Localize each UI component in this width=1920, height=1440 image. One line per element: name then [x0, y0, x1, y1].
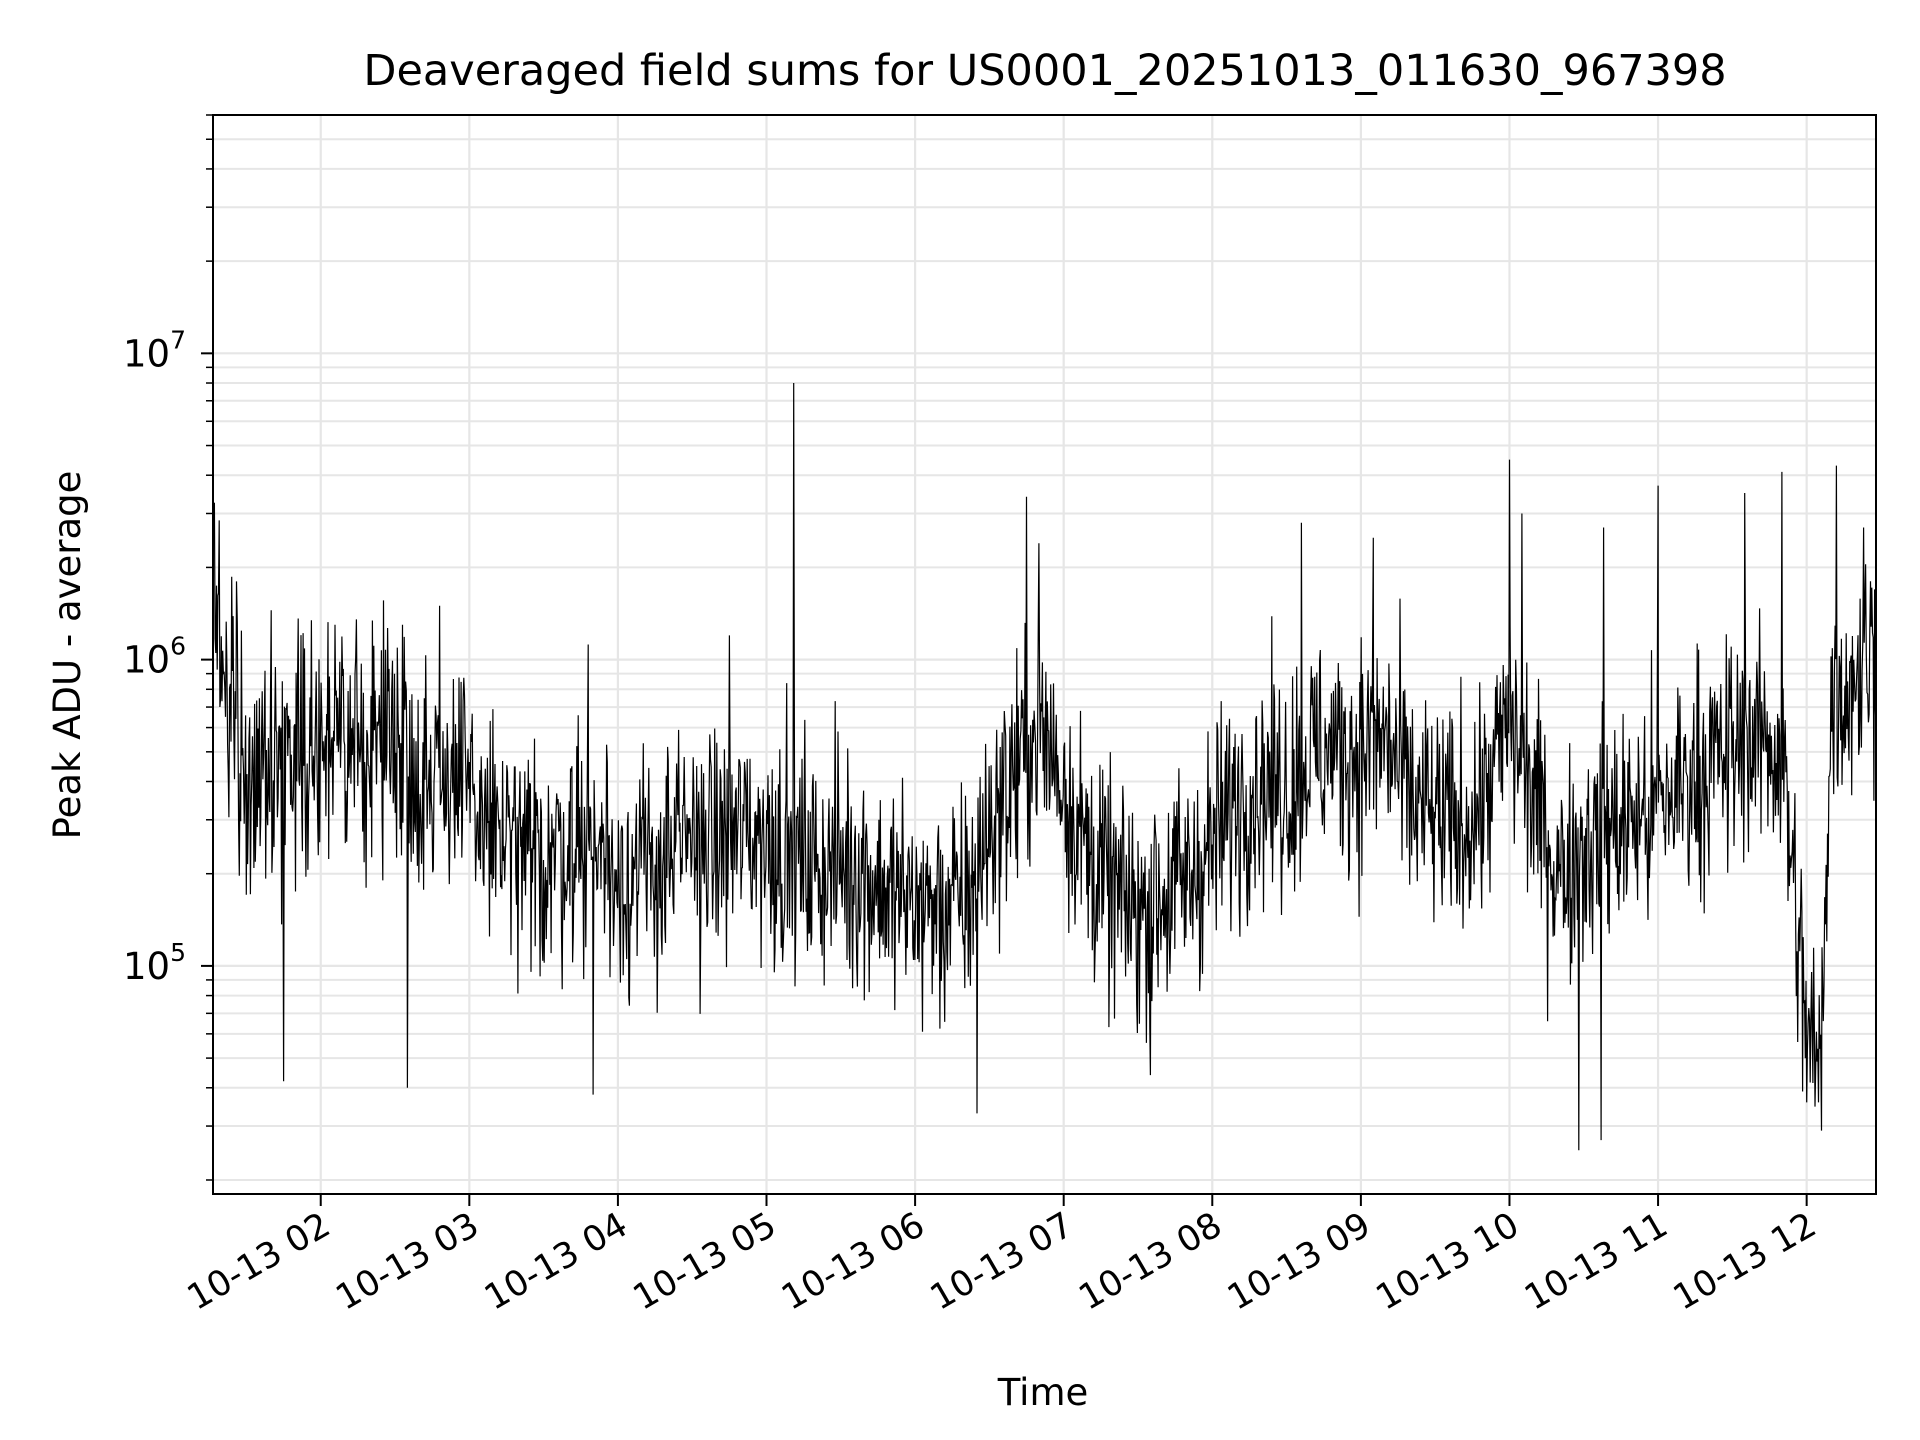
y-tick-label: 107 — [123, 325, 186, 375]
y-tick-label: 106 — [123, 632, 186, 682]
series-line — [212, 382, 1877, 1151]
y-axis-label: Peak ADU - average — [46, 471, 89, 840]
plot-area — [212, 382, 1877, 1151]
plot-frame — [212, 114, 1877, 1195]
grid — [213, 114, 1876, 1194]
chart-title: Deaveraged field sums for US0001_2025101… — [363, 46, 1726, 96]
x-axis-label: Time — [997, 1371, 1089, 1414]
y-axis: 105 106 107 — [123, 114, 213, 1181]
y-tick-label: 105 — [123, 938, 186, 988]
